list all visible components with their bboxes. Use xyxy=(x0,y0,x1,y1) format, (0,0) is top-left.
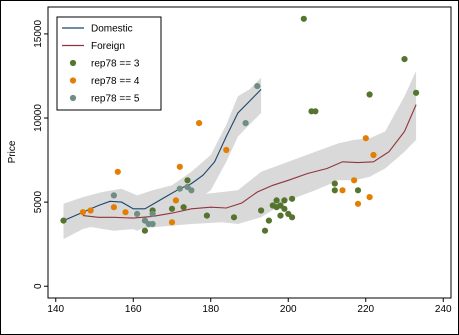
point-rep78-3 xyxy=(289,214,296,221)
point-rep78-4 xyxy=(362,135,369,142)
fit-line-domestic xyxy=(63,89,262,222)
legend-swatch-rep78-3 xyxy=(69,59,77,67)
point-rep78-3 xyxy=(261,227,269,234)
point-rep78-5 xyxy=(149,220,156,228)
point-rep78-4 xyxy=(114,168,121,175)
point-rep78-5 xyxy=(176,185,183,192)
legend-label-foreign: Foreign xyxy=(91,41,125,52)
y-tick-label: 15000 xyxy=(33,20,44,48)
point-rep78-4 xyxy=(168,219,176,226)
legend-label-domestic: Domestic xyxy=(91,24,133,35)
point-rep78-3 xyxy=(354,187,362,194)
point-rep78-5 xyxy=(134,210,141,217)
confidence-band-foreign xyxy=(82,70,417,231)
point-rep78-4 xyxy=(223,146,230,154)
y-tick-label: 5000 xyxy=(33,191,44,214)
legend-swatch-rep78-5 xyxy=(69,94,77,102)
point-rep78-3 xyxy=(281,205,288,212)
point-rep78-3 xyxy=(413,89,420,96)
point-rep78-3 xyxy=(331,187,338,194)
point-rep78-3 xyxy=(60,217,67,224)
point-rep78-4 xyxy=(370,151,377,159)
point-rep78-4 xyxy=(110,204,117,211)
point-rep78-4 xyxy=(354,200,362,207)
point-rep78-3 xyxy=(281,197,288,204)
confidence-band-domestic xyxy=(63,77,262,240)
point-rep78-4 xyxy=(176,163,183,170)
point-rep78-3 xyxy=(265,217,272,224)
legend-swatch-rep78-4 xyxy=(69,77,77,84)
point-rep78-4 xyxy=(79,209,86,216)
x-axis: 140 160 180 200 220 240 xyxy=(47,298,452,315)
point-rep78-5 xyxy=(110,192,117,199)
confidence-bands xyxy=(63,70,417,240)
point-rep78-4 xyxy=(339,187,346,194)
point-rep78-3 xyxy=(273,197,280,204)
scatter-points xyxy=(60,15,420,234)
x-tick-label: 200 xyxy=(280,304,297,315)
point-rep78-3 xyxy=(184,177,191,184)
x-tick-label: 160 xyxy=(125,304,142,315)
point-rep78-4 xyxy=(366,194,373,201)
legend: Domestic Foreign rep78 == 3 rep78 == 4 rep78… xyxy=(56,16,162,111)
point-rep78-3 xyxy=(141,227,148,234)
point-rep78-3 xyxy=(331,180,338,187)
x-tick-label: 240 xyxy=(435,304,452,315)
point-rep78-4 xyxy=(122,209,129,216)
point-rep78-5 xyxy=(188,187,195,194)
y-axis-title: Price xyxy=(7,140,18,163)
x-tick-label: 180 xyxy=(202,304,219,315)
fit-line-foreign xyxy=(82,104,417,219)
x-tick-label: 220 xyxy=(357,304,374,315)
fit-lines xyxy=(63,89,417,222)
x-tick-label: 140 xyxy=(47,304,64,315)
point-rep78-3 xyxy=(277,212,284,219)
y-axis: 0 5000 10000 15000 xyxy=(33,20,48,289)
point-rep78-3 xyxy=(180,204,187,211)
point-rep78-3 xyxy=(312,108,319,115)
point-rep78-3 xyxy=(289,195,296,202)
point-rep78-4 xyxy=(87,207,94,214)
legend-label-rep78-4: rep78 == 4 xyxy=(91,76,140,87)
point-rep78-4 xyxy=(351,177,358,184)
point-rep78-4 xyxy=(196,120,203,127)
point-rep78-5 xyxy=(254,83,261,90)
point-rep78-3 xyxy=(203,212,210,219)
point-rep78-3 xyxy=(230,214,238,221)
legend-label-rep78-3: rep78 == 3 xyxy=(91,59,140,70)
point-rep78-3 xyxy=(366,91,373,98)
point-rep78-3 xyxy=(401,56,408,63)
legend-label-rep78-5: rep78 == 5 xyxy=(91,94,140,105)
point-rep78-3 xyxy=(300,15,307,22)
y-tick-label: 0 xyxy=(33,283,44,289)
point-rep78-4 xyxy=(172,197,179,204)
point-rep78-5 xyxy=(149,210,156,217)
point-rep78-5 xyxy=(242,120,249,127)
y-tick-label: 10000 xyxy=(33,104,44,132)
point-rep78-3 xyxy=(168,205,176,212)
point-rep78-3 xyxy=(258,207,265,214)
